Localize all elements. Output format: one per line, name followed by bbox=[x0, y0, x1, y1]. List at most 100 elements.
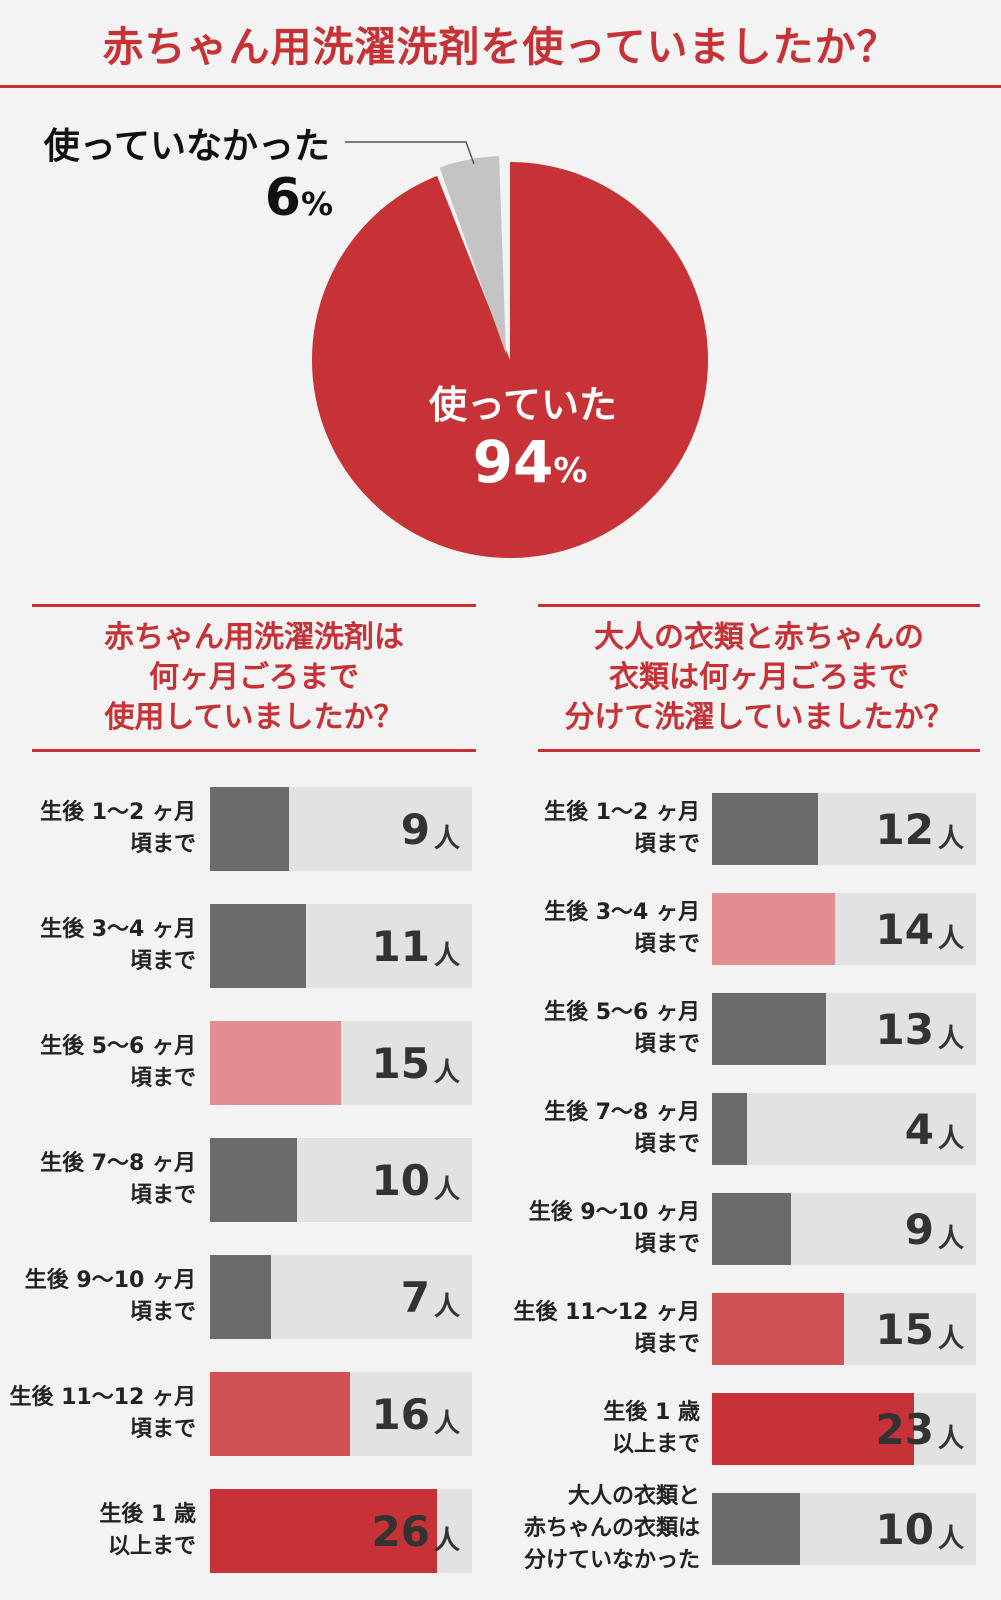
bar-value-unit: 人 bbox=[937, 1023, 964, 1054]
bar-value-number: 4 bbox=[904, 1104, 934, 1154]
bar-value-unit: 人 bbox=[937, 1423, 964, 1454]
bar-value-number: 7 bbox=[400, 1272, 430, 1322]
pie-label-unused: 使っていなかった bbox=[44, 126, 330, 167]
bar-category-label: 生後 3〜4 ヶ月 頃まで bbox=[510, 885, 700, 973]
bar-category-label: 生後 1〜2 ヶ月頃まで bbox=[4, 779, 196, 879]
bar-value-unit: 人 bbox=[937, 923, 964, 954]
bar-value-label: 16 人 bbox=[372, 1372, 460, 1456]
bar-value-unit: 人 bbox=[937, 1323, 964, 1354]
pie-value-unused: 6% bbox=[265, 168, 333, 228]
bar-value-unit: 人 bbox=[937, 1123, 964, 1154]
bar-category-label: 生後 1 歳以上まで bbox=[510, 1385, 700, 1473]
bar-track: 10 人 bbox=[712, 1493, 976, 1565]
pie-slice-used bbox=[312, 162, 708, 558]
bar-track: 12 人 bbox=[712, 793, 976, 865]
bar-track: 16 人 bbox=[210, 1372, 472, 1456]
pie-value-used-unit: % bbox=[553, 451, 587, 491]
bar-category-label: 生後 5〜6 ヶ月 頃まで bbox=[510, 985, 700, 1073]
bar-fill bbox=[712, 1093, 748, 1165]
bar-fill bbox=[210, 1255, 272, 1339]
bar-category-label: 生後 11〜12 ヶ月 頃まで bbox=[510, 1285, 700, 1373]
page-title: 赤ちゃん用洗濯洗剤を使っていましたか？ bbox=[0, 0, 1001, 88]
bar-category-label-line: 生後 11〜12 ヶ月 bbox=[513, 1300, 700, 1325]
bar-category-label-line: 頃まで bbox=[129, 832, 196, 857]
bar-category-label: 生後 7〜8 ヶ月 頃まで bbox=[510, 1085, 700, 1173]
bar-value-number: 9 bbox=[400, 804, 430, 854]
left-section-heading: 赤ちゃん用洗濯洗剤は 何ヶ月ごろまで 使用していましたか？ bbox=[32, 604, 476, 752]
bar-value-number: 15 bbox=[371, 1038, 430, 1088]
bar-value-label: 26 人 bbox=[372, 1489, 460, 1573]
bar-category-label-line: 生後 7〜8 ヶ月 bbox=[40, 1151, 196, 1176]
bar-track: 15 人 bbox=[712, 1293, 976, 1365]
bar-value-number: 15 bbox=[875, 1304, 934, 1354]
bar-value-label: 10 人 bbox=[372, 1138, 460, 1222]
bar-track: 23 人 bbox=[712, 1393, 976, 1465]
bar-value-number: 26 bbox=[371, 1506, 430, 1556]
bar-category-label-line: 分けていなかった bbox=[523, 1548, 700, 1573]
bar-value-unit: 人 bbox=[433, 823, 460, 854]
bar-value-unit: 人 bbox=[937, 823, 964, 854]
bar-fill bbox=[210, 1372, 350, 1456]
bar-category-label: 生後 1 歳以上まで bbox=[4, 1481, 196, 1581]
bar-fill bbox=[712, 1393, 915, 1465]
right-heading-line: 大人の衣類と赤ちゃんの bbox=[594, 620, 924, 655]
bar-category-label-line: 生後 1〜2 ヶ月 bbox=[40, 800, 196, 825]
bar-fill bbox=[712, 1193, 792, 1265]
bar-category-label-line: 生後 3〜4 ヶ月 bbox=[40, 917, 196, 942]
right-section-heading: 大人の衣類と赤ちゃんの 衣類は何ヶ月ごろまで 分けて洗濯していましたか？ bbox=[538, 604, 980, 752]
bar-category-label-line: 生後 1 歳 bbox=[603, 1400, 700, 1425]
bar-value-number: 10 bbox=[371, 1155, 430, 1205]
bar-fill bbox=[712, 793, 818, 865]
bar-fill bbox=[210, 1489, 438, 1573]
bar-category-label: 生後 5〜6 ヶ月 頃まで bbox=[4, 1013, 196, 1113]
bar-value-unit: 人 bbox=[433, 940, 460, 971]
left-heading-line: 赤ちゃん用洗濯洗剤は bbox=[104, 620, 404, 655]
bar-value-unit: 人 bbox=[433, 1174, 460, 1205]
bar-value-unit: 人 bbox=[937, 1223, 964, 1254]
bar-value-number: 9 bbox=[904, 1204, 934, 1254]
pie-slice-unused bbox=[439, 156, 506, 354]
bar-value-unit: 人 bbox=[433, 1408, 460, 1439]
bar-value-unit: 人 bbox=[433, 1525, 460, 1556]
bar-track: 14 人 bbox=[712, 893, 976, 965]
bar-value-unit: 人 bbox=[433, 1291, 460, 1322]
right-heading-line: 衣類は何ヶ月ごろまで bbox=[609, 660, 909, 695]
pie-leader-line bbox=[345, 141, 475, 165]
bar-track: 10 人 bbox=[210, 1138, 472, 1222]
bar-category-label-line: 頃まで bbox=[633, 1032, 700, 1057]
bar-category-label: 生後 7〜8 ヶ月 頃まで bbox=[4, 1130, 196, 1230]
bar-category-label-line: 生後 3〜4 ヶ月 bbox=[544, 900, 700, 925]
bar-category-label-line: 以上まで bbox=[611, 1432, 700, 1457]
bar-value-label: 14 人 bbox=[876, 893, 964, 965]
bar-value-label: 23 人 bbox=[876, 1393, 964, 1465]
bar-fill bbox=[210, 1021, 341, 1105]
bar-category-label-line: 頃まで bbox=[129, 1300, 196, 1325]
bar-category-label-line: 頃まで bbox=[633, 1232, 700, 1257]
bar-value-label: 12 人 bbox=[876, 793, 964, 865]
bar-category-label-line: 頃まで bbox=[129, 1417, 196, 1442]
bar-value-number: 10 bbox=[875, 1504, 934, 1554]
bar-value-number: 11 bbox=[371, 921, 430, 971]
left-heading-line: 何ヶ月ごろまで bbox=[149, 660, 359, 695]
bar-category-label: 生後 11〜12 ヶ月 頃まで bbox=[4, 1364, 196, 1464]
bar-category-label-line: 頃まで bbox=[129, 1066, 196, 1091]
bar-category-label-line: 頃まで bbox=[633, 832, 700, 857]
bar-fill bbox=[712, 1293, 844, 1365]
pie-value-used-number: 94 bbox=[473, 428, 554, 496]
bar-category-label-line: 生後 1〜2 ヶ月 bbox=[544, 800, 700, 825]
bar-value-number: 23 bbox=[875, 1404, 934, 1454]
bar-value-number: 14 bbox=[875, 904, 934, 954]
bar-value-label: 15 人 bbox=[372, 1021, 460, 1105]
bar-value-label: 15 人 bbox=[876, 1293, 964, 1365]
bar-category-label-line: 生後 1 歳 bbox=[99, 1502, 196, 1527]
bar-fill bbox=[210, 787, 289, 871]
pie-value-unused-number: 6 bbox=[265, 168, 301, 228]
bar-track: 13 人 bbox=[712, 993, 976, 1065]
bar-category-label-line: 生後 7〜8 ヶ月 bbox=[544, 1100, 700, 1125]
